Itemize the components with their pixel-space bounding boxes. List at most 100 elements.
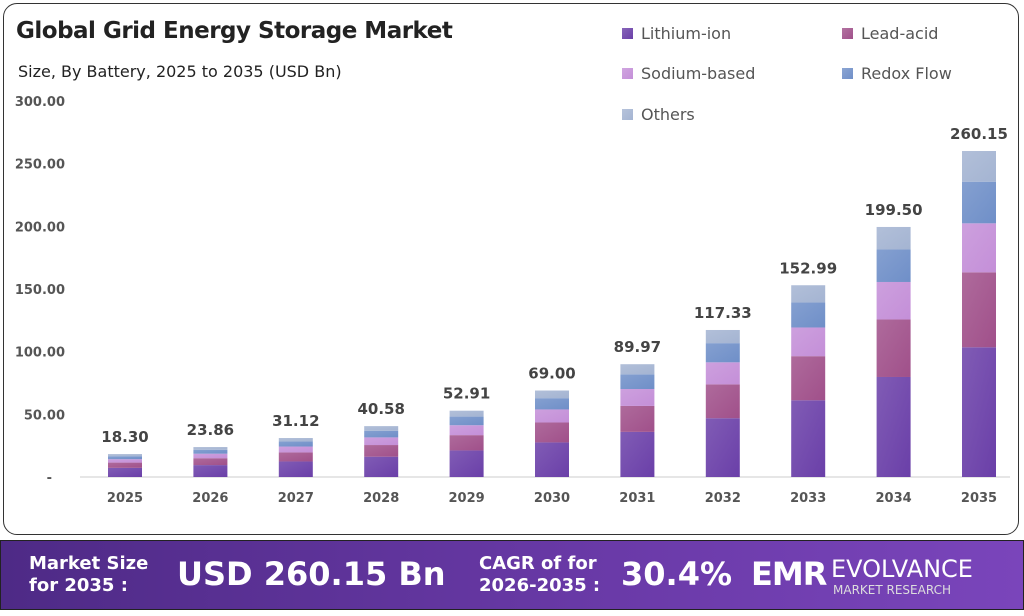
bar-segment-lithium-ion <box>620 431 655 477</box>
market-size-label-line2: for 2035 : <box>29 575 128 596</box>
bar-segment-others <box>705 329 740 344</box>
bar-segment-others <box>620 364 655 375</box>
bar-segment-redox-flow <box>791 302 826 328</box>
bar-segment-redox-flow <box>193 449 228 454</box>
bar-segment-redox-flow <box>962 181 996 224</box>
logo-subtitle: MARKET RESEARCH <box>833 583 951 597</box>
bar-segment-sodium-based <box>278 446 313 453</box>
bar-segment-sodium-based <box>962 223 996 273</box>
legend-item: Lead-acid <box>842 24 938 43</box>
legend-label: Redox Flow <box>861 64 952 83</box>
bar-segment-others <box>962 151 996 182</box>
logo-name: EVOLVANCE <box>831 555 973 583</box>
bar-total-label: 199.50 <box>865 201 923 219</box>
bar-total-label: 18.30 <box>101 428 148 446</box>
bar-segment-lithium-ion <box>535 442 569 477</box>
bar-segment-lead-acid <box>876 319 911 377</box>
y-tick-label: 50.00 <box>24 408 65 423</box>
bar-segment-others <box>449 410 484 417</box>
legend-label: Sodium-based <box>641 64 756 83</box>
legend-swatch <box>622 68 633 79</box>
bar-total-label: 117.33 <box>694 304 752 322</box>
bar-segment-others <box>876 226 911 250</box>
bar-segment-lithium-ion <box>962 347 996 477</box>
legend-item: Redox Flow <box>842 64 952 83</box>
bar-total-label: 40.58 <box>357 400 404 418</box>
bar-segment-sodium-based <box>193 453 228 459</box>
chart-subtitle: Size, By Battery, 2025 to 2035 (USD Bn) <box>18 62 342 81</box>
bar-segment-sodium-based <box>791 327 826 357</box>
bar-total-label: 89.97 <box>614 338 661 356</box>
bar-segment-lead-acid <box>535 422 569 443</box>
bar-segment-others <box>278 438 313 442</box>
y-tick-label: 200.00 <box>15 220 65 235</box>
y-tick-label: 100.00 <box>15 346 65 361</box>
legend-swatch <box>622 28 633 39</box>
bar-segment-lead-acid <box>108 462 142 468</box>
x-tick-label: 2031 <box>619 491 655 506</box>
bar-segment-redox-flow <box>364 430 399 438</box>
y-tick-label: 150.00 <box>15 283 65 298</box>
bar-segment-lead-acid <box>620 405 655 432</box>
chart-title: Global Grid Energy Storage Market <box>16 18 453 44</box>
y-tick-label: 300.00 <box>15 95 65 110</box>
chart-card <box>3 3 1019 535</box>
bar-segment-sodium-based <box>108 459 142 463</box>
cagr-label-line1: CAGR of for <box>479 553 597 574</box>
bar-segment-redox-flow <box>620 374 655 390</box>
bar-total-label: 23.86 <box>187 421 234 439</box>
legend-swatch <box>622 109 633 120</box>
bar-segment-lead-acid <box>278 452 313 462</box>
cagr-label: CAGR of for 2026-2035 : <box>479 553 600 597</box>
bar-segment-sodium-based <box>876 281 911 320</box>
bar-segment-sodium-based <box>535 409 569 423</box>
bar-segment-redox-flow <box>108 456 142 460</box>
cagr-value: 30.4% <box>621 555 733 593</box>
legend-swatch <box>842 68 853 79</box>
bar-segment-redox-flow <box>449 416 484 426</box>
bar-segment-sodium-based <box>449 425 484 436</box>
bar-segment-others <box>535 390 569 399</box>
market-size-label-line1: Market Size <box>29 553 149 574</box>
bar-segment-redox-flow <box>876 249 911 282</box>
bar-segment-lead-acid <box>364 445 399 457</box>
bar-segment-lead-acid <box>193 458 228 466</box>
bar-total-label: 31.12 <box>272 412 319 430</box>
bar-segment-redox-flow <box>535 398 569 410</box>
bar-segment-lithium-ion <box>364 456 399 477</box>
x-tick-label: 2025 <box>107 491 143 506</box>
bar-segment-sodium-based <box>620 389 655 406</box>
legend-item: Lithium-ion <box>622 24 731 43</box>
bar-segment-lithium-ion <box>108 467 142 477</box>
bar-segment-redox-flow <box>705 343 740 363</box>
x-tick-label: 2026 <box>192 491 228 506</box>
x-tick-label: 2027 <box>278 491 314 506</box>
x-tick-label: 2029 <box>449 491 485 506</box>
y-tick-label: 250.00 <box>15 158 65 173</box>
x-tick-label: 2032 <box>705 491 741 506</box>
bar-segment-lithium-ion <box>193 465 228 477</box>
bar-segment-lithium-ion <box>791 400 826 477</box>
legend-item: Sodium-based <box>622 64 755 83</box>
bar-segment-lead-acid <box>791 356 826 401</box>
x-tick-label: 2035 <box>961 491 997 506</box>
footer-banner: Market Size for 2035 : USD 260.15 Bn CAG… <box>0 540 1024 610</box>
market-size-label: Market Size for 2035 : <box>29 553 148 597</box>
chart-plot: - 50.00 100.00 150.00 200.00 250.00 300.00 18.3… <box>15 95 1010 506</box>
bar-segment-lithium-ion <box>705 418 740 477</box>
bar-segment-sodium-based <box>705 362 740 385</box>
bar-segment-lead-acid <box>962 272 996 348</box>
cagr-label-line2: 2026-2035 : <box>479 575 601 596</box>
legend-item: Others <box>622 105 695 124</box>
bar-segment-lead-acid <box>705 384 740 419</box>
market-size-value: USD 260.15 Bn <box>177 555 446 593</box>
legend-label: Lead-acid <box>861 24 939 43</box>
logo-mark: EMR <box>751 555 827 593</box>
bar-segment-others <box>108 454 142 457</box>
bar-total-label: 152.99 <box>779 259 837 277</box>
x-tick-label: 2030 <box>534 491 570 506</box>
bar-total-label: 260.15 <box>950 125 1008 143</box>
bar-segment-redox-flow <box>278 441 313 447</box>
x-tick-label: 2034 <box>876 491 912 506</box>
bar-segment-lithium-ion <box>449 450 484 477</box>
